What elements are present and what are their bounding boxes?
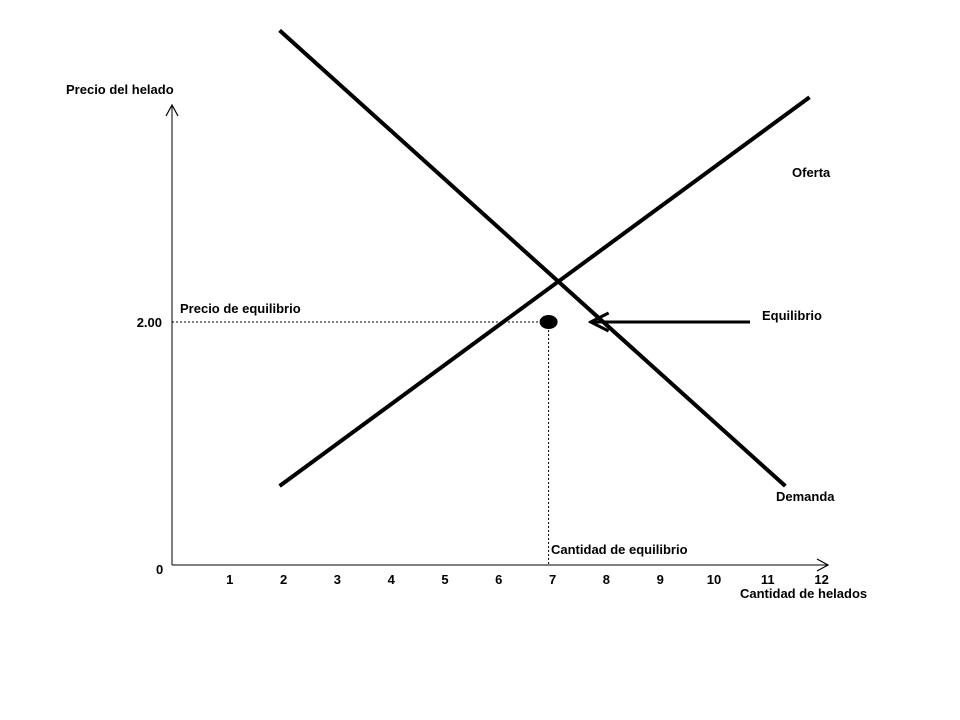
x-tick-label: 1	[226, 572, 233, 587]
x-tick-label: 12	[814, 572, 828, 587]
x-tick-label: 3	[334, 572, 341, 587]
y-axis-label: Precio del helado	[66, 82, 174, 97]
x-tick-label: 9	[657, 572, 664, 587]
supply-line	[278, 95, 811, 488]
origin-label: 0	[156, 562, 163, 577]
equilibrium-quantity-label: Cantidad de equilibrio	[551, 542, 688, 557]
x-axis-label: Cantidad de helados	[740, 586, 867, 601]
x-tick-label: 8	[603, 572, 610, 587]
equilibrium-price-label: Precio de equilibrio	[180, 301, 301, 316]
x-tick-label: 10	[707, 572, 721, 587]
demand-line	[278, 28, 787, 488]
supply-label: Oferta	[792, 165, 831, 180]
equilibrium-label: Equilibrio	[762, 308, 822, 323]
x-tick-label: 2	[280, 572, 287, 587]
equilibrium-point	[539, 315, 558, 329]
y-tick-label: 2.00	[137, 315, 162, 330]
demand-label: Demanda	[776, 489, 835, 504]
x-tick-label: 4	[388, 572, 396, 587]
x-tick-label: 7	[549, 572, 556, 587]
x-tick-labels: 1 2 3 4 5 6 7 8 9 10 11 12	[226, 572, 829, 587]
x-tick-label: 11	[761, 572, 775, 587]
x-tick-label: 6	[495, 572, 502, 587]
x-tick-label: 5	[441, 572, 448, 587]
